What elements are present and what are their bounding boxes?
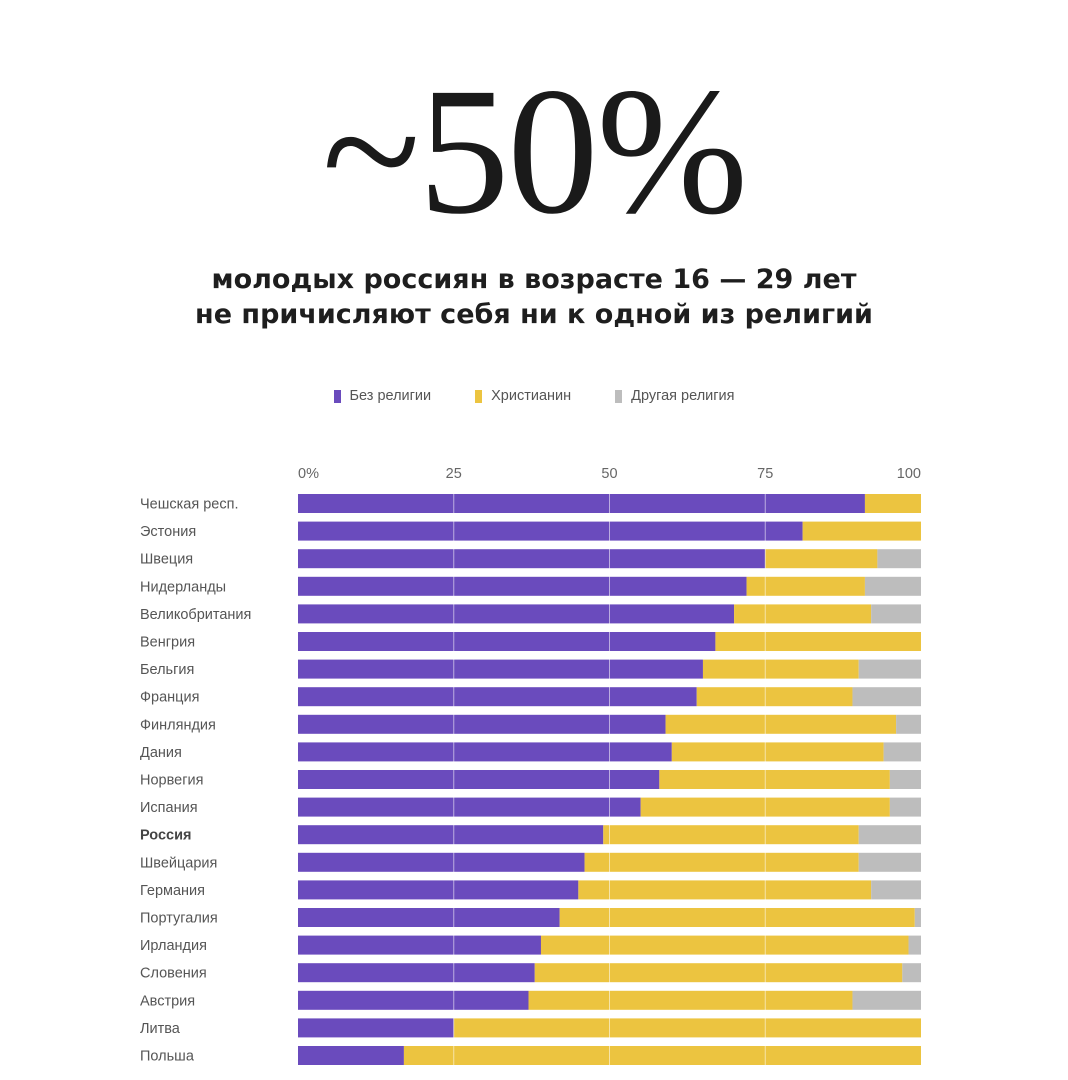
country-label: Нидерланды — [140, 579, 226, 595]
bar-segment-christian — [665, 714, 897, 734]
bar-segment-other — [858, 825, 921, 845]
bar-segment-none — [298, 687, 697, 707]
legend-label-other: Другая религия — [631, 388, 735, 404]
x-tick-label: 0% — [298, 466, 319, 482]
bar-segment-christian — [534, 963, 903, 983]
country-label: Португалия — [140, 911, 218, 927]
bar-segment-christian — [734, 604, 872, 624]
bar-segment-none — [298, 632, 716, 651]
bar-segment-christian — [584, 852, 859, 872]
bar-segment-christian — [671, 742, 884, 762]
subtitle-line-1: молодых россиян в возрасте 16 — 29 лет — [211, 264, 857, 295]
bar-segment-other — [871, 880, 921, 900]
country-label: Словения — [140, 966, 207, 982]
bar-segment-other — [889, 797, 921, 817]
country-label: Литва — [140, 1021, 181, 1037]
bar-segment-christian — [696, 687, 853, 707]
bar-segment-christian — [659, 770, 890, 789]
country-label: Австрия — [140, 993, 195, 1009]
x-tick-label: 25 — [446, 466, 462, 482]
country-label: Венгрия — [140, 635, 195, 651]
bar-segment-christian — [559, 908, 915, 927]
bar-segment-none — [298, 714, 666, 734]
bar-segment-other — [877, 549, 921, 569]
chart-legend: Без религии Христианин Другая религия — [0, 388, 1068, 404]
bar-segment-none — [298, 576, 747, 596]
country-label: Ирландия — [140, 938, 207, 954]
x-tick-label: 100 — [897, 466, 921, 482]
bar-segment-none — [298, 908, 560, 927]
bar-segment-christian — [540, 935, 909, 955]
bar-segment-other — [902, 963, 921, 983]
bar-segment-other — [896, 714, 921, 734]
bar-segment-none — [298, 935, 541, 955]
country-label: Великобритания — [140, 607, 251, 623]
bar-segment-christian — [603, 825, 859, 845]
bar-segment-other — [852, 990, 921, 1010]
bar-segment-none — [298, 521, 803, 541]
legend-swatch-christian — [475, 389, 483, 403]
bar-segment-none — [298, 494, 865, 513]
bar-segment-none — [298, 852, 585, 872]
bar-segment-none — [298, 1018, 454, 1038]
legend-item-none: Без религии — [333, 388, 432, 404]
subtitle: молодых россиян в возрасте 16 — 29 лет н… — [0, 262, 1068, 332]
bar-segment-none — [298, 963, 535, 983]
country-label: Швейцария — [140, 855, 217, 871]
bar-segment-other — [858, 852, 921, 872]
bar-segment-christian — [802, 521, 921, 541]
headline-stat: ~50% — [321, 51, 748, 252]
bar-segment-none — [298, 825, 604, 845]
bar-segment-christian — [578, 880, 872, 900]
bar-segment-christian — [715, 632, 921, 651]
country-label: Франция — [140, 690, 199, 706]
bar-segment-christian — [765, 549, 878, 569]
legend-item-christian: Христианин — [475, 388, 571, 404]
bar-segment-other — [883, 742, 921, 762]
bar-segment-christian — [864, 494, 921, 513]
bar-segment-none — [298, 604, 735, 624]
bar-segment-other — [858, 659, 921, 679]
bar-segment-christian — [453, 1018, 921, 1038]
bar-segment-none — [298, 770, 660, 789]
bar-segment-other — [889, 770, 921, 789]
x-tick-label: 75 — [757, 466, 773, 482]
country-label: Эстония — [140, 524, 196, 540]
bar-segment-other — [852, 687, 921, 707]
bar-segment-none — [298, 659, 703, 679]
bar-segment-none — [298, 797, 641, 817]
bar-segment-none — [298, 880, 579, 900]
legend-label-christian: Христианин — [491, 388, 572, 404]
bar-segment-christian — [746, 576, 865, 596]
legend-label-none: Без религии — [349, 388, 432, 404]
subtitle-line-2: не причисляют себя ни к одной из религий — [195, 299, 873, 330]
bar-segment-other — [908, 935, 921, 955]
country-label: Швеция — [140, 552, 193, 568]
country-label: Россия — [140, 828, 191, 844]
country-label: Норвегия — [140, 773, 203, 789]
bar-segment-none — [298, 1046, 404, 1065]
x-tick-label: 50 — [601, 466, 617, 482]
legend-swatch-none — [333, 389, 341, 403]
bar-segment-christian — [403, 1046, 921, 1065]
bar-segment-other — [871, 604, 921, 624]
country-label: Германия — [140, 883, 205, 899]
legend-swatch-other — [615, 389, 623, 403]
bar-segment-other — [864, 576, 921, 596]
country-label: Польша — [140, 1049, 195, 1065]
bar-segment-christian — [528, 990, 853, 1010]
legend-item-other: Другая религия — [615, 388, 735, 404]
bar-segment-none — [298, 742, 672, 762]
country-label: Испания — [140, 800, 198, 816]
bar-segment-christian — [702, 659, 859, 679]
bar-segment-other — [914, 908, 921, 927]
bar-segment-none — [298, 990, 529, 1010]
country-label: Финляндия — [140, 717, 216, 733]
country-label: Чешская респ. — [140, 497, 238, 513]
country-label: Бельгия — [140, 662, 194, 678]
bar-segment-none — [298, 549, 766, 569]
country-label: Дания — [140, 745, 182, 761]
